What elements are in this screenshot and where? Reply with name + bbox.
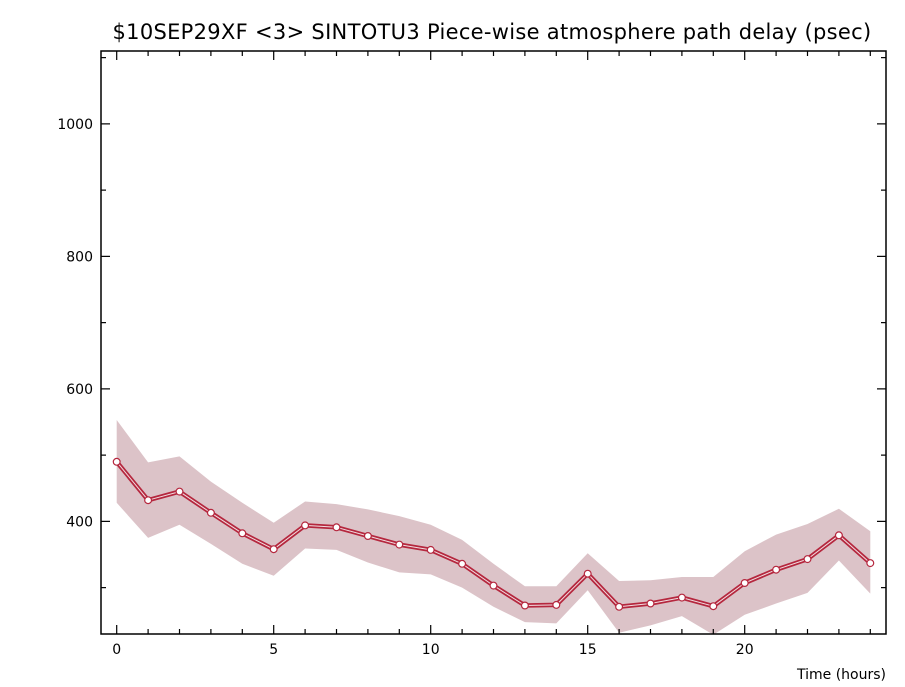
x-axis-label: Time (hours) <box>796 667 886 683</box>
chart-title: $10SEP29XF <3> SINTOTU3 Piece-wise atmos… <box>113 20 872 44</box>
data-point <box>206 508 215 517</box>
data-point-layer <box>112 457 875 611</box>
data-point <box>709 602 718 611</box>
y-tick-label: 800 <box>66 249 93 265</box>
x-tick-label: 10 <box>422 642 440 658</box>
data-point <box>175 487 184 496</box>
y-tick-label: 600 <box>66 382 93 398</box>
data-point <box>489 581 498 590</box>
data-point <box>144 496 153 505</box>
x-tick-label: 20 <box>736 642 754 658</box>
data-point <box>395 540 404 549</box>
data-point <box>615 602 624 611</box>
data-point <box>269 545 278 554</box>
error-band <box>116 420 871 635</box>
axis-ticks <box>101 51 886 634</box>
data-point <box>552 600 561 609</box>
y-tick-label: 1000 <box>57 117 93 133</box>
data-point <box>238 529 247 538</box>
x-tick-label: 0 <box>112 642 121 658</box>
data-point <box>583 569 592 578</box>
data-point <box>740 578 749 587</box>
data-point <box>646 599 655 608</box>
data-point <box>772 565 781 574</box>
data-point <box>803 555 812 564</box>
data-point <box>677 593 686 602</box>
data-point <box>458 559 467 568</box>
data-point <box>426 545 435 554</box>
data-point <box>363 531 372 540</box>
tick-labels: 0 5 10 15 20 400 600 800 1000 <box>57 117 753 658</box>
data-point <box>301 521 310 530</box>
data-point <box>112 457 121 466</box>
data-point <box>332 523 341 532</box>
data-point <box>866 559 875 568</box>
data-point <box>520 601 529 610</box>
data-point <box>834 531 843 540</box>
x-tick-label: 15 <box>579 642 597 658</box>
y-tick-label: 400 <box>66 514 93 530</box>
error-band-layer <box>116 420 871 635</box>
x-tick-label: 5 <box>269 642 278 658</box>
